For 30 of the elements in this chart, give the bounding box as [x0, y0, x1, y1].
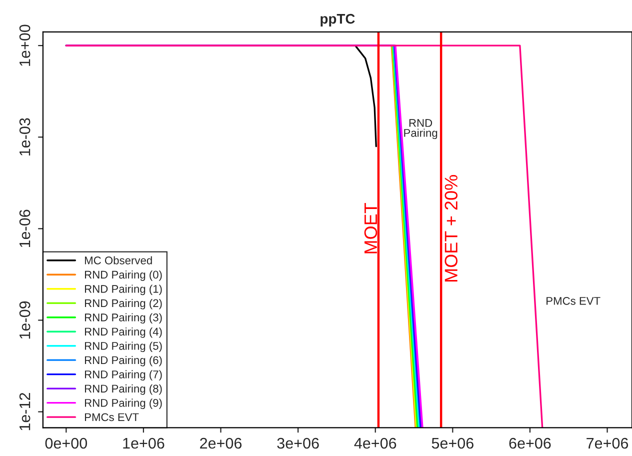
legend-label: RND Pairing (8): [85, 384, 162, 395]
legend-label: RND Pairing (0): [85, 270, 162, 281]
ref-line-label: MOET: [364, 203, 378, 254]
x-tick-label: 2e+06: [200, 438, 242, 449]
legend-label: RND Pairing (7): [85, 370, 162, 381]
x-tick-label: 4e+06: [354, 438, 396, 449]
x-tick-label: 6e+06: [509, 438, 551, 449]
legend-label: PMCs EVT: [85, 413, 139, 422]
y-tick-label: 1e-06: [19, 210, 30, 248]
y-tick-label: 1e+00: [19, 24, 30, 66]
x-tick-label: 1e+06: [123, 438, 164, 449]
legend-label: RND Pairing (9): [85, 398, 162, 410]
legend-label: MC Observed: [85, 256, 152, 264]
chart-title: ppTC: [320, 14, 355, 26]
legend-label: RND Pairing (6): [85, 356, 162, 366]
x-tick-label: 0e+00: [45, 438, 88, 449]
ref-line-label: MOET + 20%: [444, 175, 458, 282]
x-tick-label: 5e+06: [432, 438, 474, 449]
legend-label: RND Pairing (2): [85, 298, 162, 310]
y-tick-label: 1e-03: [19, 118, 30, 156]
x-tick-label: 3e+06: [277, 438, 319, 449]
annotation: PMCs EVT: [546, 296, 600, 305]
legend-label: RND Pairing (5): [85, 342, 162, 352]
annotation: RND Pairing: [404, 119, 438, 140]
x-tick-label: 7e+06: [586, 438, 628, 449]
y-tick-label: 1e-12: [19, 393, 30, 430]
legend-label: RND Pairing (1): [85, 284, 162, 296]
y-tick-label: 1e-09: [19, 301, 30, 339]
legend-label: RND Pairing (3): [85, 313, 162, 324]
legend-label: RND Pairing (4): [85, 327, 162, 338]
